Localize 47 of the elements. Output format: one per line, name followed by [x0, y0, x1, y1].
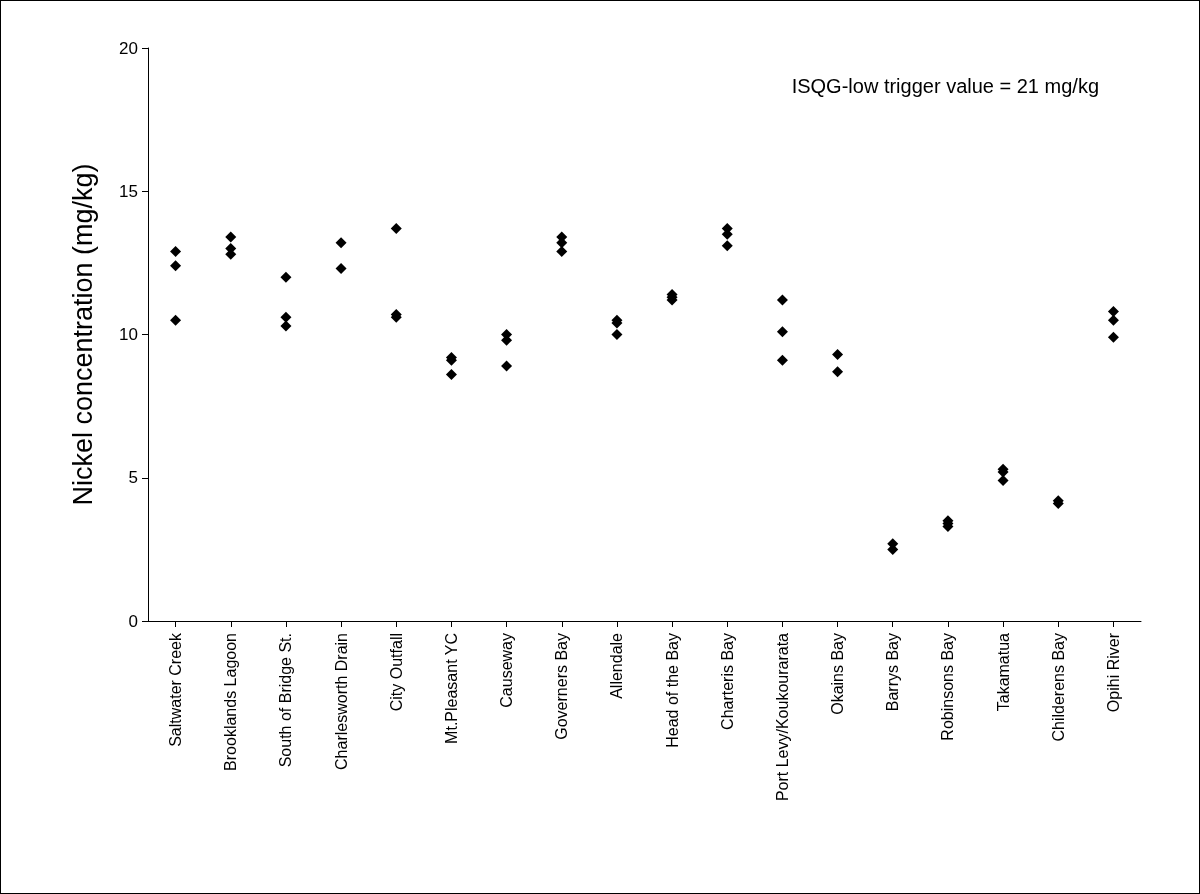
point	[335, 263, 347, 275]
x-tick-label: Charteris Bay	[718, 633, 736, 730]
x-tick-label: Robinsons Bay	[939, 633, 957, 741]
x-tick-label: Charlesworth Drain	[332, 633, 350, 770]
point	[280, 311, 292, 323]
point	[390, 222, 402, 234]
y-tick-label: 10	[119, 325, 138, 344]
x-tick-label: Barrys Bay	[884, 633, 902, 712]
y-tick-label: 5	[128, 468, 138, 488]
x-tick-label: South of Bridge St.	[277, 633, 295, 768]
x-tick-label: Mt.Pleasant YC	[442, 633, 460, 744]
x-tick-label: City Outfall	[387, 633, 405, 712]
x-tick-label: Saltwater Creek	[167, 632, 185, 747]
point	[776, 354, 788, 366]
point	[776, 326, 788, 338]
x-tick-label: Governers Bay	[553, 633, 571, 740]
annotation: ISQG-low trigger value = 21 mg/kg	[791, 75, 1100, 97]
y-axis-title: Nickel concentration (mg/kg)	[67, 163, 98, 506]
point	[1107, 314, 1119, 326]
y-tick-label: 15	[119, 181, 138, 201]
point	[997, 475, 1009, 487]
point	[1107, 331, 1119, 343]
point	[832, 366, 844, 378]
x-tick-label: Opihi River	[1104, 632, 1122, 713]
point	[445, 369, 457, 381]
x-tick-label: Causeway	[498, 633, 516, 708]
point	[225, 231, 237, 243]
point	[280, 271, 292, 283]
x-tick-label: Port Levy/Koukourarata	[773, 632, 791, 802]
point	[335, 237, 347, 249]
y-tick-label: 0	[128, 611, 138, 631]
point	[721, 240, 733, 252]
point	[832, 349, 844, 361]
point	[280, 320, 292, 332]
point	[170, 260, 182, 272]
point	[170, 314, 182, 326]
point	[776, 294, 788, 306]
point	[611, 329, 623, 340]
x-tick-label: Brooklands Lagoon	[222, 633, 240, 771]
point	[501, 360, 513, 372]
y-tick-label: 20	[119, 38, 138, 58]
x-tick-label: Allendale	[608, 632, 626, 699]
x-tick-label: Takamatua	[994, 632, 1012, 712]
x-tick-label: Childerens Bay	[1049, 633, 1067, 742]
x-tick-label: Okains Bay	[829, 633, 847, 715]
x-tick-label: Head of the Bay	[663, 633, 681, 748]
point	[170, 245, 182, 257]
